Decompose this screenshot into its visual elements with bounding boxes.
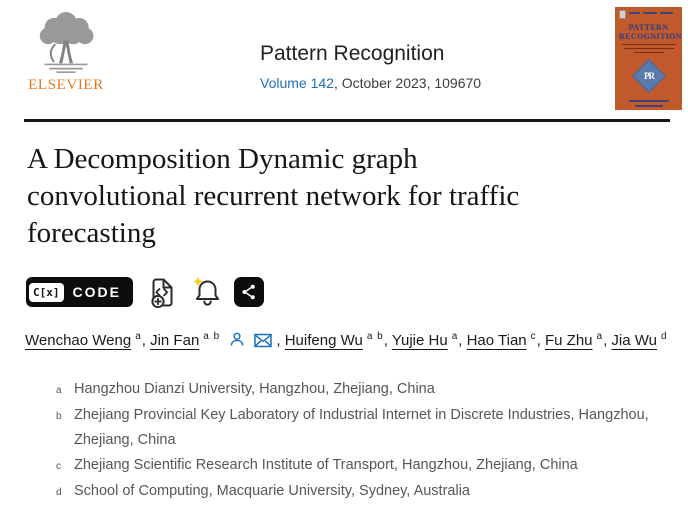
code-ocean-badge[interactable]: C[x] CODE (26, 277, 133, 307)
journal-block: Pattern Recognition Volume 142, October … (260, 42, 481, 91)
author-affil-sup: a (451, 331, 459, 342)
pattern-recognition-logo: PR (631, 59, 666, 93)
cover-text-line (633, 52, 664, 53)
article-title: A Decomposition Dynamic graph convolutio… (27, 143, 520, 249)
author-affil-sup: a b (203, 331, 221, 342)
cover-text-line (660, 12, 673, 14)
affiliation-sup: d (56, 487, 62, 498)
author: Huifeng Wu a b, (284, 331, 392, 349)
elsevier-wordmark: ELSEVIER (28, 77, 104, 93)
cover-text-line (634, 105, 663, 107)
cover-text-line (629, 12, 640, 14)
author-affil-sup: a (596, 331, 604, 342)
affiliation-row: a Hangzhou Dianzi University, Hangzhou, Z… (56, 377, 662, 403)
author-separator: , (141, 332, 151, 349)
cover-text-line (628, 100, 669, 102)
author-profile-icon[interactable] (229, 331, 245, 348)
author: Wenchao Weng a, (25, 331, 151, 349)
author-separator: , (272, 332, 285, 349)
author-link[interactable]: Jia Wu (611, 332, 657, 349)
cover-journal-name: PATTERN RECOGNITION (619, 23, 683, 41)
author-link[interactable]: Fu Zhu (544, 332, 593, 349)
author-list: Wenchao Weng a, Jin Fan a b , Huifeng Wu a … (25, 331, 668, 349)
author-affil-sup: c (530, 331, 537, 342)
author-link[interactable]: Wenchao Weng (25, 332, 132, 349)
journal-title-link[interactable]: Pattern Recognition (260, 42, 445, 65)
author-separator: , (536, 332, 545, 349)
author: Jia Wu d (611, 331, 668, 349)
cover-publisher-mark-icon (619, 10, 626, 19)
author: Yujie Hu a, (391, 331, 467, 349)
add-code-button[interactable] (144, 276, 178, 308)
share-icon (242, 284, 255, 300)
author-affil-sup: a b (366, 331, 384, 342)
share-button[interactable] (233, 277, 264, 307)
author: Hao Tian c, (466, 331, 545, 349)
issue-suffix: , October 2023, 109670 (333, 75, 482, 91)
affiliation-sup: b (56, 411, 62, 422)
set-alert-button[interactable] (189, 276, 223, 308)
author-link[interactable]: Yujie Hu (391, 332, 448, 349)
cover-text-line (623, 48, 674, 49)
affiliation-text: School of Computing, Macquarie Universit… (74, 483, 470, 499)
author-link[interactable]: Jin Fan (150, 332, 200, 349)
affiliation-sup: a (56, 385, 62, 396)
author-link[interactable]: Huifeng Wu (284, 332, 363, 349)
affiliation-row: b Zhejiang Provincial Key Laboratory of I… (56, 403, 662, 453)
alert-bell-icon (192, 276, 220, 306)
cover-text-line (643, 12, 657, 14)
author-affil-sup: a (135, 331, 142, 342)
affiliation-row: d School of Computing, Macquarie Universi… (56, 479, 662, 505)
code-ocean-icon: C[x] (29, 282, 64, 302)
author-separator: , (383, 332, 392, 349)
sparkle-icon (192, 276, 203, 287)
affiliation-text: Zhejiang Scientific Research Institute o… (74, 457, 578, 473)
affiliation-row: c Zhejiang Scientific Research Institute … (56, 453, 662, 479)
volume-link[interactable]: Volume 142 (260, 75, 334, 91)
affiliation-text: Hangzhou Dianzi University, Hangzhou, Zh… (74, 381, 435, 397)
elsevier-tree-icon (39, 12, 94, 74)
add-code-icon (151, 278, 173, 308)
author-link[interactable]: Hao Tian (466, 332, 527, 349)
elsevier-logo[interactable]: ELSEVIER (24, 12, 108, 94)
cover-text-line (621, 44, 676, 45)
author: Fu Zhu a, (544, 331, 612, 349)
corresponding-author-email-icon[interactable] (254, 333, 272, 348)
issue-line: Volume 142, October 2023, 109670 (260, 75, 481, 91)
article-toolbar: C[x] CODE (26, 276, 264, 308)
affiliation-text: Zhejiang Provincial Key Laboratory of In… (74, 407, 649, 448)
author-affil-sup: d (661, 331, 668, 342)
cover-masthead (619, 10, 678, 20)
journal-cover[interactable]: PATTERN RECOGNITION PR (615, 7, 682, 110)
author-separator: , (603, 332, 612, 349)
author-separator: , (458, 332, 467, 349)
affiliation-sup: c (56, 461, 61, 472)
author: Jin Fan a b , (150, 331, 285, 349)
affiliation-list: a Hangzhou Dianzi University, Hangzhou, Z… (56, 377, 662, 505)
header-divider (24, 119, 670, 122)
